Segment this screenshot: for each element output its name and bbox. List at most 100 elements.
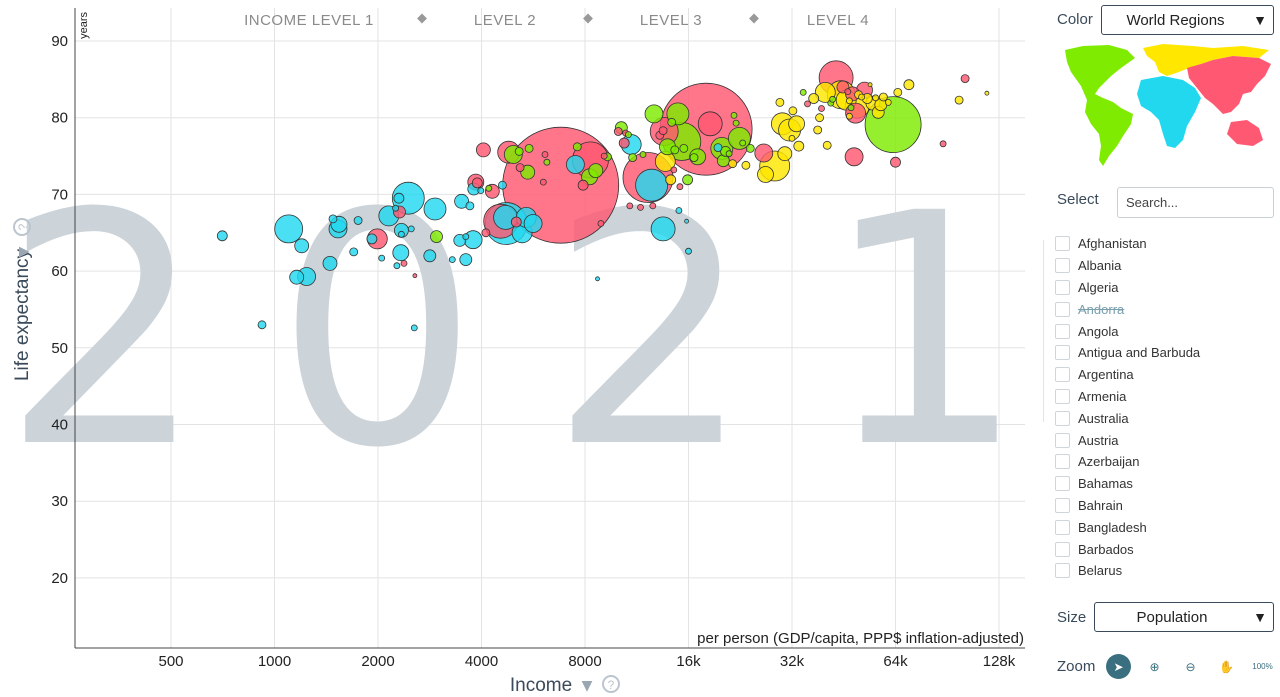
country-checkbox[interactable] <box>1055 519 1070 535</box>
bubble-europe[interactable] <box>757 166 774 183</box>
bubble-asia[interactable] <box>697 111 723 137</box>
bubble-asia[interactable] <box>844 88 852 95</box>
bubble-americas[interactable] <box>689 153 699 163</box>
bubble-americas[interactable] <box>430 230 443 244</box>
bubble-africa[interactable] <box>216 230 228 242</box>
bubble-asia[interactable] <box>649 202 657 210</box>
bubble-asia[interactable] <box>541 151 549 158</box>
country-checkbox[interactable] <box>1055 476 1070 492</box>
bubble-europe[interactable] <box>808 93 820 104</box>
bubble-africa[interactable] <box>393 192 405 204</box>
country-checkbox[interactable] <box>1055 236 1070 252</box>
country-checkbox[interactable] <box>1055 301 1070 317</box>
country-list-item[interactable]: Armenia <box>1055 386 1275 408</box>
bubble-africa[interactable] <box>448 256 456 264</box>
x-axis-help-icon[interactable] <box>602 675 620 693</box>
bubble-americas[interactable] <box>514 146 524 156</box>
x-axis-label[interactable]: Income <box>510 675 572 696</box>
bubble-europe[interactable] <box>903 79 915 91</box>
bubble-americas[interactable] <box>524 143 534 153</box>
bubble-europe[interactable] <box>793 140 805 152</box>
bubble-americas[interactable] <box>682 174 693 186</box>
bubble-asia[interactable] <box>890 156 901 168</box>
map-region-africa[interactable] <box>1137 76 1201 148</box>
bubble-europe[interactable] <box>846 112 853 120</box>
bubble-asia[interactable] <box>481 228 491 238</box>
bubble-europe[interactable] <box>665 174 677 186</box>
bubble-americas[interactable] <box>644 104 664 124</box>
bubble-africa[interactable] <box>353 216 363 225</box>
bubble-asia[interactable] <box>618 137 630 149</box>
bubble-africa[interactable] <box>454 193 470 209</box>
bubble-americas[interactable] <box>732 119 740 127</box>
bubble-americas[interactable] <box>485 184 493 192</box>
y-axis-help-icon[interactable] <box>13 218 31 236</box>
bubble-asia[interactable] <box>676 183 684 191</box>
bubble-europe[interactable] <box>815 113 824 123</box>
bubble-africa[interactable] <box>462 233 470 241</box>
bubble-americas[interactable] <box>667 117 677 127</box>
country-checkbox[interactable] <box>1055 541 1070 557</box>
country-list-item[interactable]: Austria <box>1055 429 1275 451</box>
bubble-asia[interactable] <box>960 74 970 83</box>
bubble-africa[interactable] <box>392 244 410 262</box>
bubble-africa[interactable] <box>407 225 415 233</box>
bubble-asia[interactable] <box>515 163 525 173</box>
bubble-africa[interactable] <box>713 143 723 153</box>
bubble-asia[interactable] <box>600 152 608 160</box>
zoom-in-icon[interactable]: ⊕ <box>1149 659 1160 674</box>
country-checkbox[interactable] <box>1055 279 1070 295</box>
bubble-americas[interactable] <box>639 151 647 158</box>
bubble-asia[interactable] <box>637 203 644 211</box>
bubble-americas[interactable] <box>829 95 836 103</box>
bubble-africa[interactable] <box>523 214 543 233</box>
bubble-africa[interactable] <box>423 249 437 263</box>
bubble-asia[interactable] <box>539 178 547 186</box>
bubble-americas[interactable] <box>588 163 604 179</box>
bubble-americas[interactable] <box>628 153 637 163</box>
bubble-americas[interactable] <box>847 104 855 112</box>
bubble-asia[interactable] <box>510 216 522 228</box>
bubble-asia[interactable] <box>804 100 811 108</box>
bubble-africa[interactable] <box>289 269 305 285</box>
bubble-europe[interactable] <box>741 160 751 170</box>
bubble-asia[interactable] <box>577 179 589 191</box>
bubble-americas[interactable] <box>679 143 689 153</box>
bubble-africa[interactable] <box>257 320 267 330</box>
country-list-item[interactable]: Algeria <box>1055 277 1275 299</box>
bubble-africa[interactable] <box>477 187 485 195</box>
bubble-americas[interactable] <box>572 142 582 152</box>
bubble-europe[interactable] <box>822 140 832 150</box>
bubble-europe[interactable] <box>893 88 903 97</box>
bubble-asia[interactable] <box>613 127 623 136</box>
bubble-europe[interactable] <box>813 125 823 135</box>
bubble-asia[interactable] <box>412 273 418 279</box>
bubble-asia[interactable] <box>844 147 864 167</box>
bubble-americas[interactable] <box>670 145 680 155</box>
country-checkbox[interactable] <box>1055 454 1070 470</box>
country-search-input[interactable] <box>1117 187 1274 218</box>
bubble-africa[interactable] <box>497 180 507 190</box>
bubble-europe[interactable] <box>872 94 879 102</box>
bubble-africa[interactable] <box>397 230 405 238</box>
bubble-africa[interactable] <box>294 238 310 254</box>
bubble-americas[interactable] <box>543 158 551 166</box>
country-checkbox[interactable] <box>1055 367 1070 383</box>
bubble-africa[interactable] <box>410 324 418 332</box>
bubble-europe[interactable] <box>775 98 785 107</box>
country-checkbox[interactable] <box>1055 563 1070 579</box>
bubble-americas[interactable] <box>625 131 632 139</box>
bubble-asia[interactable] <box>471 177 483 189</box>
x-axis-dropdown-icon[interactable]: ▼ <box>582 678 593 694</box>
y-axis-dropdown-icon[interactable]: ▼ <box>16 246 32 257</box>
bubble-americas[interactable] <box>799 89 807 96</box>
list-scrollbar[interactable] <box>1043 240 1044 422</box>
bubble-europe[interactable] <box>884 99 892 106</box>
country-list-item[interactable]: Bahamas <box>1055 473 1275 495</box>
country-checkbox[interactable] <box>1055 388 1070 404</box>
bubble-africa[interactable] <box>378 254 386 262</box>
x-axis-title[interactable]: Income ▼ ? <box>510 675 620 696</box>
bubble-americas[interactable] <box>730 112 738 119</box>
bubble-africa[interactable] <box>459 253 473 267</box>
bubble-africa[interactable] <box>595 276 600 282</box>
